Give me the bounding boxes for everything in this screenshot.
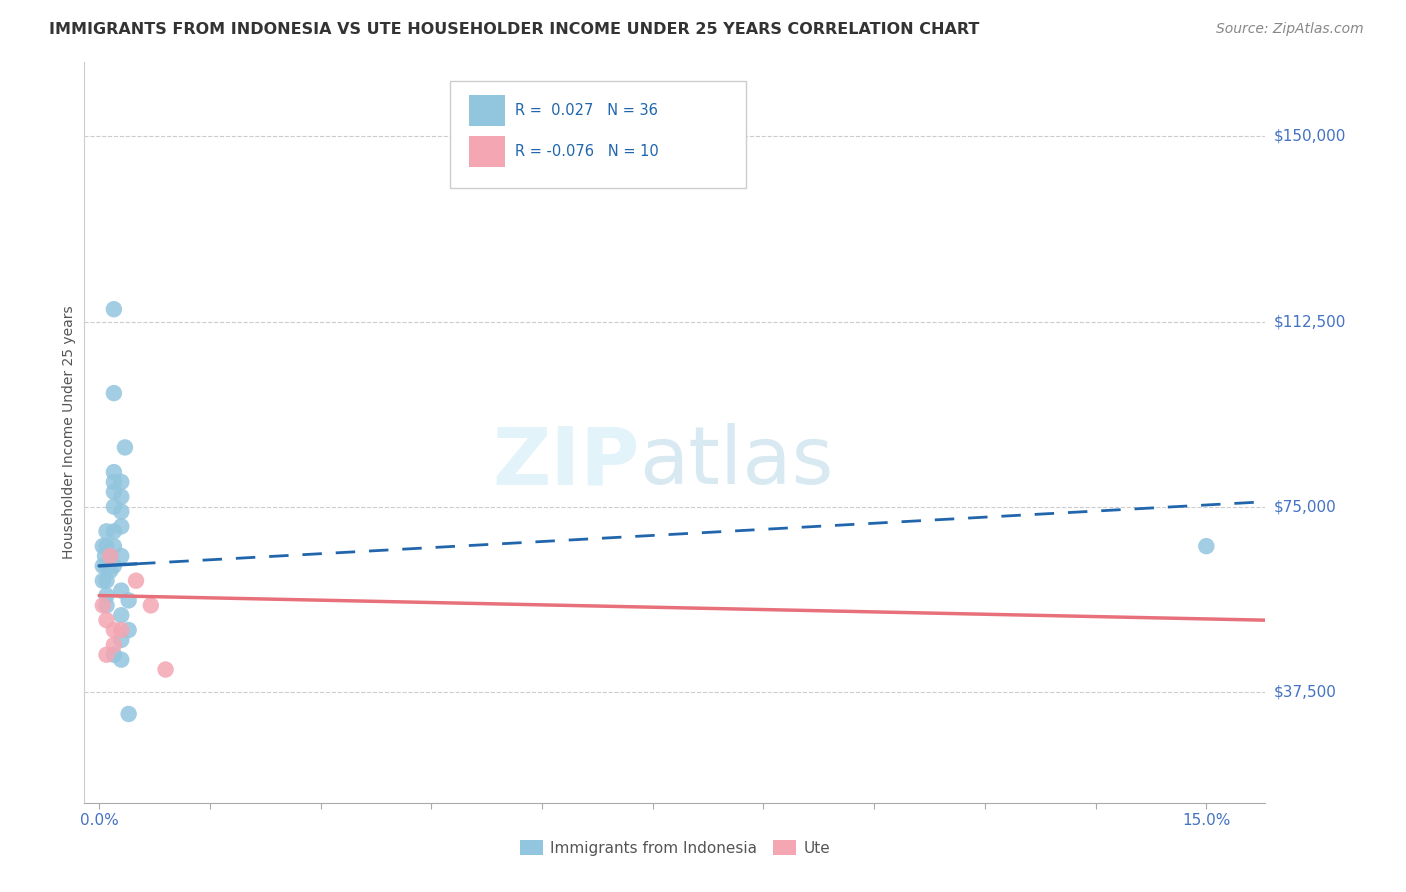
Point (103, 524, 125, 539)
Point (96, 613, 118, 627)
Point (110, 623, 132, 637)
Point (118, 623, 141, 637)
Point (103, 484, 125, 499)
Point (96, 539, 118, 553)
Point (103, 623, 125, 637)
Point (1195, 539, 1218, 553)
Point (114, 441, 136, 455)
Point (110, 632, 132, 647)
Point (103, 475, 125, 489)
Point (96, 558, 118, 573)
Point (103, 648, 125, 662)
Point (94, 549, 117, 563)
Text: R = -0.076   N = 10: R = -0.076 N = 10 (516, 144, 659, 159)
Point (91, 599, 114, 613)
Point (91, 558, 114, 573)
Point (91, 574, 114, 588)
Legend: Immigrants from Indonesia, Ute: Immigrants from Indonesia, Ute (513, 834, 837, 862)
FancyBboxPatch shape (470, 95, 505, 126)
Point (96, 589, 118, 603)
Point (110, 653, 132, 667)
Text: R =  0.027   N = 36: R = 0.027 N = 36 (516, 103, 658, 118)
Point (103, 539, 125, 553)
Point (91, 539, 114, 553)
Text: atlas: atlas (640, 423, 834, 501)
Point (103, 558, 125, 573)
Point (139, 599, 162, 613)
Point (96, 524, 118, 539)
Point (98, 549, 121, 563)
Point (110, 549, 132, 563)
Point (110, 475, 132, 489)
Y-axis label: Householder Income Under 25 years: Householder Income Under 25 years (62, 306, 76, 559)
Text: $37,500: $37,500 (1274, 684, 1337, 699)
Point (103, 465, 125, 479)
Point (155, 663, 177, 677)
FancyBboxPatch shape (470, 136, 505, 167)
Point (96, 599, 118, 613)
Point (96, 574, 118, 588)
Point (103, 302, 125, 317)
Point (118, 593, 141, 607)
Point (110, 519, 132, 533)
Point (110, 608, 132, 623)
Point (103, 500, 125, 514)
Point (110, 490, 132, 504)
Point (103, 386, 125, 401)
Point (96, 648, 118, 662)
Point (98, 549, 121, 563)
Text: ZIP: ZIP (492, 423, 640, 501)
Text: IMMIGRANTS FROM INDONESIA VS UTE HOUSEHOLDER INCOME UNDER 25 YEARS CORRELATION C: IMMIGRANTS FROM INDONESIA VS UTE HOUSEHO… (49, 22, 980, 37)
Point (110, 583, 132, 598)
Point (125, 574, 148, 588)
Point (103, 638, 125, 652)
Text: $112,500: $112,500 (1274, 314, 1346, 329)
Point (98, 564, 121, 578)
Point (118, 706, 141, 721)
Text: $150,000: $150,000 (1274, 129, 1346, 144)
Text: Source: ZipAtlas.com: Source: ZipAtlas.com (1216, 22, 1364, 37)
FancyBboxPatch shape (450, 81, 745, 188)
Point (110, 505, 132, 519)
Text: $75,000: $75,000 (1274, 500, 1337, 514)
